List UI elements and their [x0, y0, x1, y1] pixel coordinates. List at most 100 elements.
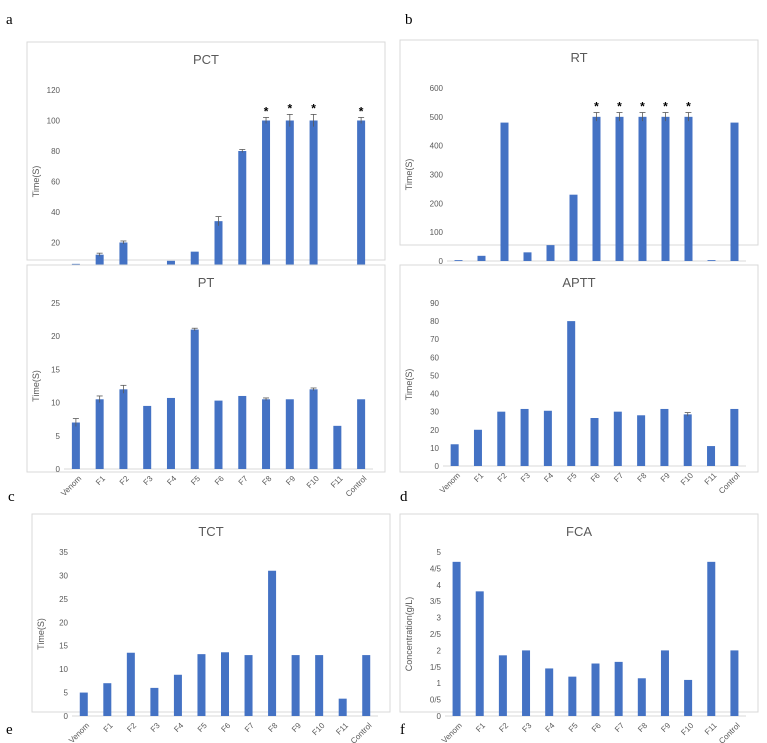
- bar: [683, 414, 692, 466]
- panel-label-b: b: [405, 12, 413, 28]
- y-tick-label: 40: [430, 390, 439, 399]
- bar: [660, 650, 669, 716]
- x-tick-label: F7: [613, 721, 626, 734]
- bar: [95, 254, 104, 273]
- bar: [362, 655, 371, 716]
- chart-frame: [26, 264, 386, 473]
- x-tick-label: F4: [544, 721, 557, 734]
- bar: [338, 698, 347, 716]
- x-tick-label: F11: [703, 721, 719, 737]
- y-tick-label: 5: [56, 432, 61, 441]
- y-tick-label: 1: [437, 679, 442, 688]
- y-tick-label: 5: [64, 689, 69, 698]
- significance-marker: *: [359, 104, 364, 118]
- bar: [473, 429, 482, 466]
- x-tick-label: F9: [659, 721, 672, 734]
- y-tick-label: 30: [59, 571, 68, 580]
- panel-label-c: c: [8, 489, 15, 505]
- x-tick-label: F3: [520, 721, 533, 734]
- significance-marker: *: [594, 100, 599, 114]
- bar: [615, 116, 624, 261]
- significance-marker: *: [640, 100, 645, 114]
- y-axis-label: Time(S): [31, 370, 41, 402]
- bar: [546, 245, 555, 261]
- y-tick-label: 0: [435, 462, 440, 471]
- y-axis-label: Time(S): [404, 369, 414, 401]
- panel-label-f: f: [400, 722, 405, 738]
- panel-label-e: e: [6, 722, 13, 738]
- bar: [238, 395, 247, 469]
- y-axis-label: Time(S): [31, 166, 41, 198]
- y-tick-label: 3/5: [430, 597, 442, 606]
- bar: [475, 591, 484, 716]
- bar: [637, 415, 646, 466]
- bar: [291, 655, 300, 716]
- chart-frame: [399, 264, 759, 473]
- y-tick-label: 400: [430, 142, 444, 151]
- y-tick-label: 20: [59, 618, 68, 627]
- bar: [285, 399, 294, 469]
- significance-marker: *: [663, 100, 668, 114]
- y-tick-label: 0/5: [430, 696, 442, 705]
- bar: [523, 252, 532, 261]
- y-axis-label: Time(S): [36, 618, 46, 650]
- chart-title: RT: [570, 50, 587, 65]
- x-tick-label: F1: [474, 721, 487, 734]
- bar: [684, 679, 693, 716]
- bar: [545, 668, 554, 716]
- bar: [660, 408, 669, 466]
- y-tick-label: 50: [430, 371, 439, 380]
- y-axis-label: Concentration(g/L): [404, 597, 414, 672]
- y-tick-label: 2/5: [430, 630, 442, 639]
- chart-title: APTT: [562, 275, 595, 290]
- y-axis-label: Time(S): [404, 159, 414, 191]
- bar: [119, 389, 128, 469]
- y-tick-label: 20: [51, 332, 60, 341]
- bar: [309, 120, 318, 273]
- bar: [590, 418, 599, 466]
- bar: [498, 655, 507, 716]
- bar: [707, 260, 716, 261]
- bar: [166, 397, 175, 469]
- bar: [143, 405, 152, 469]
- bar: [309, 389, 318, 469]
- chart-frame: [26, 41, 386, 261]
- bar: [452, 561, 461, 716]
- y-tick-label: 20: [430, 426, 439, 435]
- bar: [569, 194, 578, 261]
- y-tick-label: 20: [51, 239, 60, 248]
- y-tick-label: 100: [430, 228, 444, 237]
- x-tick-label: Control: [717, 721, 742, 743]
- significance-marker: *: [617, 100, 622, 114]
- y-tick-label: 100: [47, 117, 61, 126]
- bar: [214, 400, 223, 469]
- y-tick-label: 2: [437, 646, 442, 655]
- y-tick-label: 40: [51, 208, 60, 217]
- bar: [637, 678, 646, 716]
- y-tick-label: 3: [437, 614, 442, 623]
- bar: [614, 661, 623, 716]
- bar: [730, 122, 739, 261]
- bar: [707, 446, 716, 466]
- bar: [214, 221, 223, 273]
- y-tick-label: 60: [51, 178, 60, 187]
- x-tick-label: F2: [497, 721, 510, 734]
- bar: [638, 116, 647, 261]
- chart-title: FCA: [566, 524, 592, 539]
- bar: [661, 116, 670, 261]
- bar: [522, 650, 531, 716]
- bar: [173, 674, 182, 716]
- y-tick-label: 80: [51, 147, 60, 156]
- bar: [119, 242, 128, 273]
- bar: [244, 655, 253, 716]
- bar: [707, 561, 716, 716]
- bar: [262, 120, 271, 273]
- y-tick-label: 120: [47, 86, 61, 95]
- bar: [79, 692, 88, 716]
- bar: [730, 408, 739, 466]
- x-tick-label: F10: [679, 721, 696, 738]
- y-tick-label: 0: [439, 257, 444, 266]
- bar: [285, 120, 294, 273]
- y-tick-label: 0: [56, 465, 61, 474]
